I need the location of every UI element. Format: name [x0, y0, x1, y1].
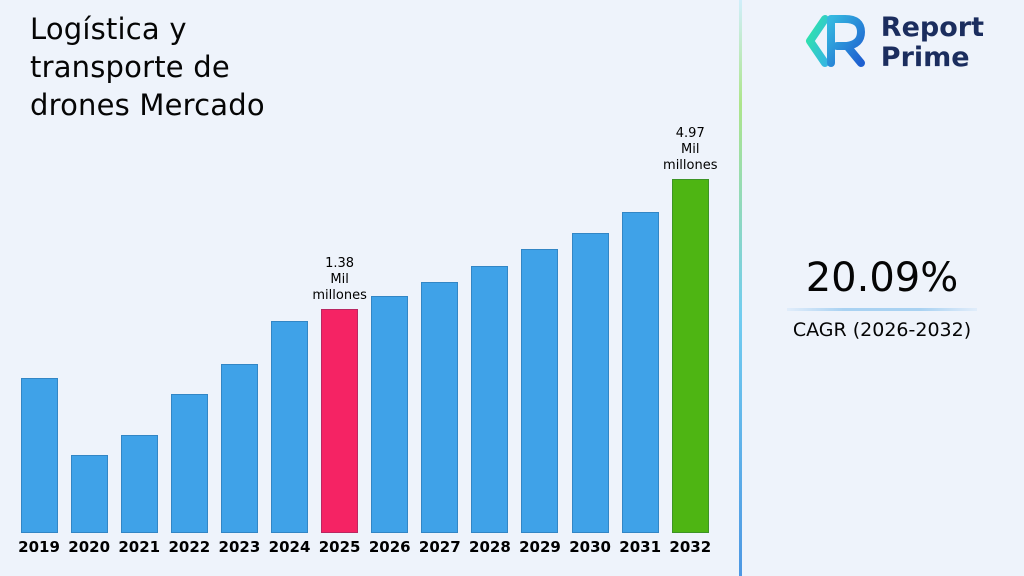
- bar-2028: [471, 266, 509, 533]
- bar-2024: [271, 321, 309, 533]
- x-tick-label-2021: 2021: [118, 538, 161, 556]
- report-prime-logo-icon: [797, 10, 869, 76]
- bar-2025: [321, 309, 359, 533]
- bar-column-2020: 2020: [64, 455, 114, 556]
- chart-title-line-3: drones Mercado: [30, 88, 265, 122]
- x-tick-label-2032: 2032: [669, 538, 712, 556]
- x-tick-label-2030: 2030: [569, 538, 611, 556]
- bar-2029: [521, 249, 559, 533]
- x-tick-label-2027: 2027: [418, 538, 461, 556]
- brand-name: Report Prime: [881, 13, 984, 73]
- bar-2031: [621, 212, 659, 533]
- bar-2019: [20, 378, 58, 533]
- bar-column-2031: 2031: [615, 212, 665, 556]
- x-tick-label-2023: 2023: [218, 538, 261, 556]
- vertical-divider: [739, 0, 742, 576]
- x-tick-label-2022: 2022: [168, 538, 211, 556]
- brand-name-line-1: Report: [880, 12, 984, 43]
- bar-2020: [70, 455, 108, 533]
- bar-2021: [120, 435, 158, 533]
- x-tick-label-2031: 2031: [619, 538, 662, 556]
- x-tick-label-2026: 2026: [368, 538, 411, 556]
- bar-column-2022: 2022: [164, 394, 214, 556]
- chart-title-line-2: transporte de: [30, 50, 230, 84]
- bar-2027: [421, 282, 459, 533]
- cagr-underline: [787, 308, 977, 311]
- cagr-value: 20.09%: [805, 255, 959, 301]
- bar-value-label-2025: 1.38 Mil millones: [312, 256, 367, 303]
- x-tick-label-2028: 2028: [469, 538, 511, 556]
- bar-column-2023: 2023: [214, 364, 264, 556]
- cagr-panel: 20.09% CAGR (2026-2032): [742, 255, 1022, 341]
- bar-value-label-2032: 4.97 Mil millones: [663, 126, 718, 173]
- bar-column-2029: 2029: [515, 249, 565, 556]
- x-tick-label-2029: 2029: [519, 538, 561, 556]
- chart-title-line-1: Logística y: [30, 12, 187, 46]
- bar-column-2024: 2024: [264, 321, 314, 556]
- chart-title: Logística y transporte de drones Mercado: [30, 10, 265, 124]
- bar-column-2026: 2026: [365, 296, 415, 556]
- cagr-label: CAGR (2026-2032): [792, 319, 972, 341]
- bar-column-2027: 2027: [415, 282, 465, 556]
- bar-column-2028: 2028: [465, 266, 515, 556]
- bar-2030: [571, 233, 609, 533]
- bar-column-2025: 1.38 Mil millones 2025: [312, 256, 367, 556]
- x-tick-label-2025: 2025: [318, 538, 361, 556]
- bar-column-2019: 2019: [14, 378, 64, 556]
- bar-column-2030: 2030: [565, 233, 615, 556]
- bar-chart: 2019 2020 2021 2022 2023 2024 1.38 Mil millones 2…: [14, 126, 718, 556]
- bar-2026: [371, 296, 409, 533]
- bar-2022: [170, 394, 208, 533]
- bar-column-2021: 2021: [114, 435, 164, 556]
- brand-name-line-2: Prime: [880, 42, 970, 73]
- bar-2032: [671, 179, 709, 533]
- report-prime-logo: Report Prime: [797, 10, 984, 76]
- x-tick-label-2020: 2020: [68, 538, 111, 556]
- bar-2023: [220, 364, 258, 533]
- bar-column-2032: 4.97 Mil millones 2032: [663, 126, 718, 556]
- x-tick-label-2019: 2019: [18, 538, 60, 556]
- x-tick-label-2024: 2024: [268, 538, 311, 556]
